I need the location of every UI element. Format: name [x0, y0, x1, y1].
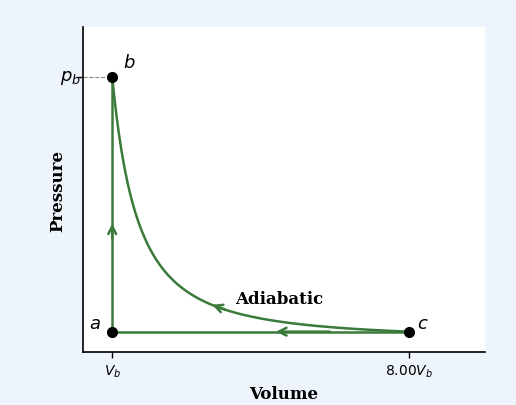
Text: Adiabatic: Adiabatic — [235, 290, 324, 307]
Text: $c$: $c$ — [417, 314, 429, 332]
Y-axis label: Pressure: Pressure — [50, 149, 67, 231]
X-axis label: Volume: Volume — [249, 385, 318, 402]
Text: $b$: $b$ — [123, 54, 135, 72]
Text: $a$: $a$ — [89, 314, 100, 332]
Text: $p_b$: $p_b$ — [59, 68, 80, 87]
